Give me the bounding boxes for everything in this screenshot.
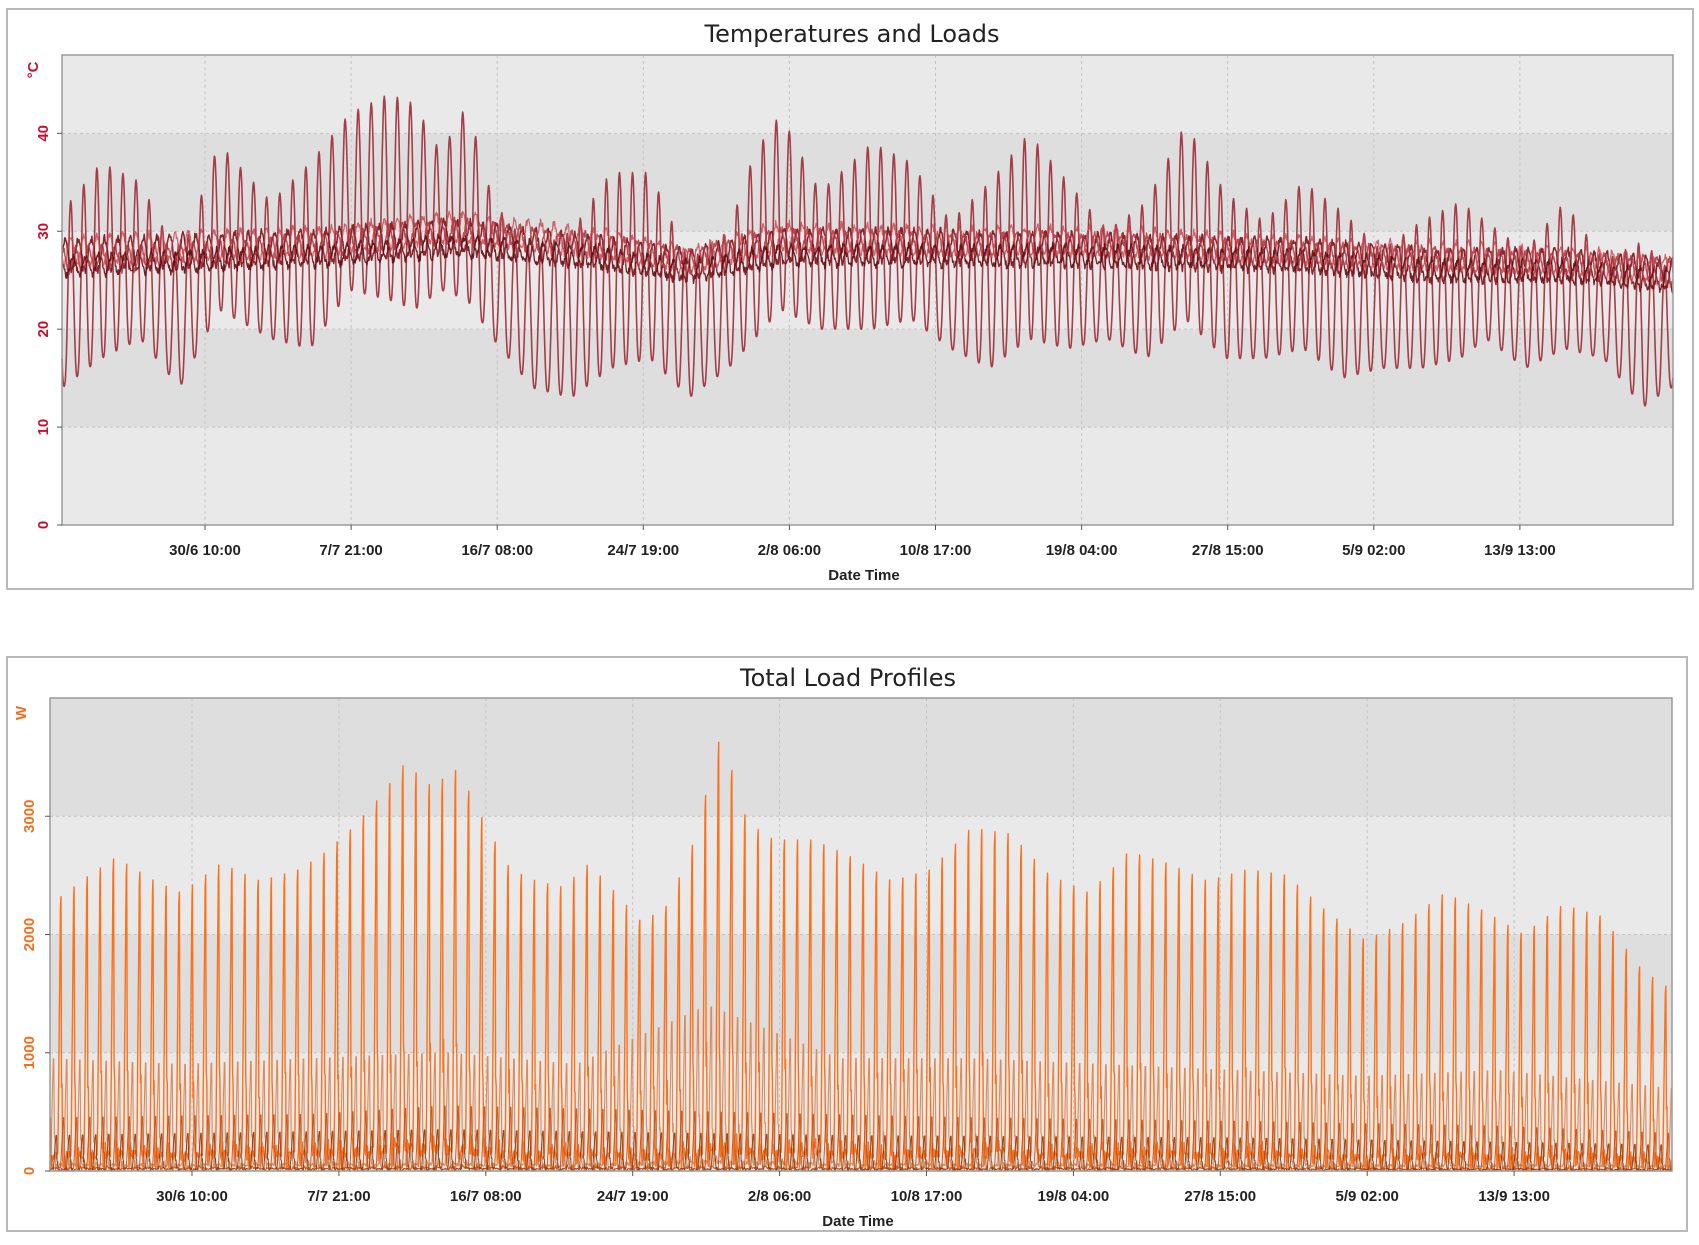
temperature-chart: 0 10 20 30 40 30/6 10:00 7/7 21:00 16/7 08:00 2… [25,20,1674,584]
x-tick-label: 27/8 15:00 [1192,542,1264,559]
x-tick-label: 30/6 10:00 [156,1188,228,1205]
plot-band [50,816,1672,935]
x-tick-label: 19/8 04:00 [1046,542,1118,559]
series-line [61,234,1674,294]
load-chart: 0 1000 2000 3000 30/6 10:00 7/7 21:00 16/7 08… [13,664,1673,1230]
y-tick-label: 3000 [21,800,38,833]
x-tick-label: 2/8 06:00 [748,1188,811,1205]
x-tick-label: 24/7 19:00 [597,1188,669,1205]
y-tick-label: 1000 [21,1036,38,1069]
x-tick-label: 16/7 08:00 [450,1188,522,1205]
plot-band [62,427,1673,525]
chart-title: Temperatures and Loads [703,20,999,48]
x-tick-label: 5/9 02:00 [1342,542,1405,559]
x-tick-label: 10/8 17:00 [891,1188,963,1205]
x-axis-title: Date Time [822,1213,893,1230]
x-tick-label: 16/7 08:00 [461,542,533,559]
y-tick-label: 30 [35,223,52,240]
y-tick-label: 10 [35,419,52,436]
chart-title: Total Load Profiles [739,664,956,692]
series-line [61,210,1674,288]
x-tick-label: 24/7 19:00 [607,542,679,559]
y-axis-unit: W [13,705,30,720]
x-tick-label: 2/8 06:00 [758,542,821,559]
y-tick-label: 20 [35,321,52,338]
x-tick-label: 5/9 02:00 [1336,1188,1399,1205]
x-tick-label: 19/8 04:00 [1038,1188,1110,1205]
x-axis-title: Date Time [828,567,899,584]
x-tick-label: 13/9 13:00 [1484,542,1556,559]
x-tick-label: 13/9 13:00 [1478,1188,1550,1205]
plot-band [62,329,1673,428]
y-tick-label: 40 [35,125,52,142]
series-line [49,1129,1673,1172]
x-tick-label: 7/7 21:00 [307,1188,370,1205]
plot-band [50,698,1672,817]
x-tick-label: 30/6 10:00 [169,542,241,559]
x-tick-label: 7/7 21:00 [319,542,382,559]
load-chart-panel: 0 1000 2000 3000 30/6 10:00 7/7 21:00 16/7 08… [6,656,1688,1232]
plot-band [62,55,1673,134]
series-line [61,217,1674,293]
temperature-chart-panel: 0 10 20 30 40 30/6 10:00 7/7 21:00 16/7 08:00 2… [6,8,1694,590]
y-tick-label: 0 [21,1167,38,1175]
x-tick-label: 27/8 15:00 [1184,1188,1256,1205]
y-tick-label: 2000 [21,918,38,951]
y-tick-label: 0 [35,521,52,529]
x-tick-label: 10/8 17:00 [900,542,972,559]
y-axis-unit: °C [25,61,42,78]
